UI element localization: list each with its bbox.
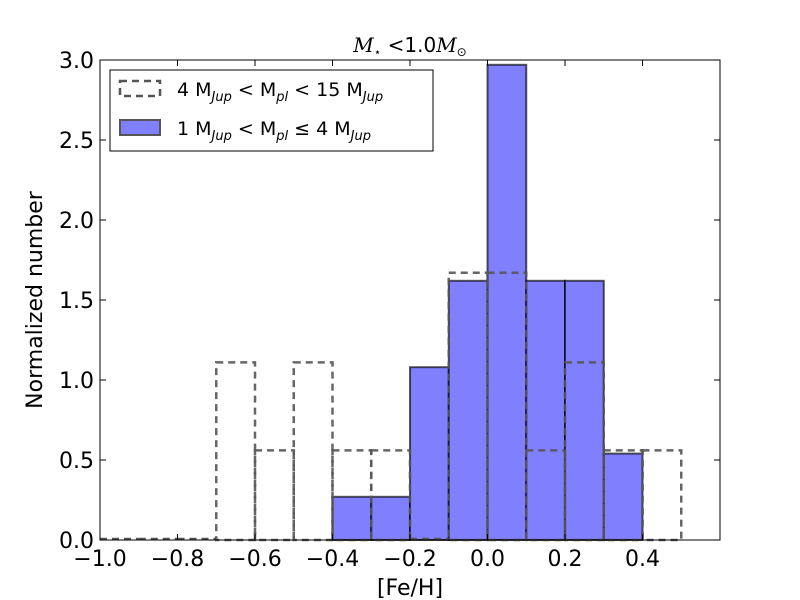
x-tick-label: −0.6: [228, 547, 281, 572]
filled-bar: [331, 495, 373, 541]
filled-bar: [409, 366, 450, 542]
legend-swatch-filled: [119, 119, 161, 136]
legend: 4 MJup < Mpl < 15 MJup 1 MJup < Mpl ≤ 4 …: [109, 69, 434, 152]
x-tick-label: −0.8: [151, 547, 204, 572]
filled-bar: [564, 279, 605, 541]
y-axis-label: Normalized number: [23, 190, 48, 409]
y-tick-label: 2.5: [59, 129, 94, 154]
dashed-bar: [641, 449, 683, 542]
dashed-bar: [253, 449, 295, 542]
filled-bar: [486, 63, 528, 542]
x-tick-label: −0.4: [306, 547, 359, 572]
filled-bar: [370, 495, 411, 541]
x-tick-label: 0.0: [470, 547, 505, 572]
legend-swatch-dashed: [118, 79, 162, 98]
y-tick-label: 0.0: [59, 529, 94, 554]
legend-box: [109, 69, 434, 152]
dashed-bar: [292, 361, 334, 542]
x-axis-label: [Fe/H]: [377, 576, 443, 600]
legend-entry-filled: 1 MJup < Mpl ≤ 4 MJup: [177, 118, 371, 144]
x-tick-label: −1.0: [73, 547, 126, 572]
x-tick-label: 0.2: [548, 547, 583, 572]
x-tick-label: 0.4: [625, 547, 660, 572]
y-tick-label: 0.5: [59, 449, 94, 474]
dashed-bar: [215, 361, 257, 542]
y-tick-label: 3.0: [59, 49, 94, 74]
y-tick-label: 1.5: [59, 289, 94, 314]
y-tick-label: 2.0: [59, 209, 94, 234]
chart-title: M⋆ <1.0M⊙: [352, 33, 466, 59]
filled-bar: [447, 279, 489, 541]
legend-entry-dashed: 4 MJup < Mpl < 15 MJup: [177, 79, 383, 105]
x-tick-label: −0.2: [383, 547, 436, 572]
filled-bar: [602, 452, 644, 542]
filled-bar: [525, 279, 566, 541]
y-tick-label: 1.0: [59, 369, 94, 394]
